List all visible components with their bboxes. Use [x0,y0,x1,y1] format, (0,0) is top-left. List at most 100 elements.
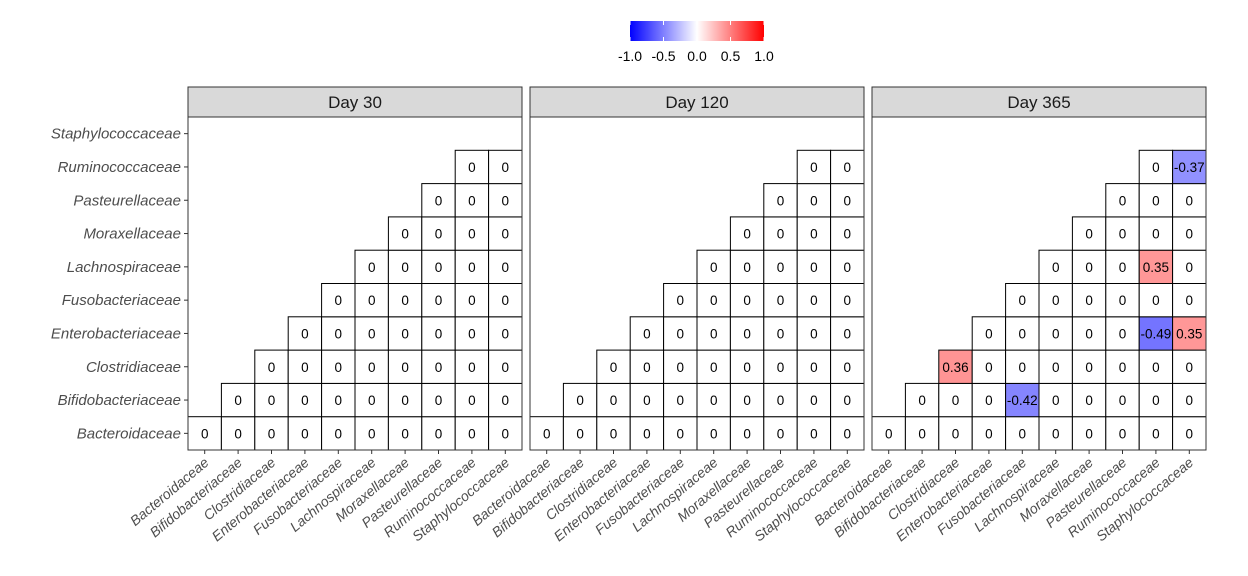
heatmap-cell [1038,349,1073,384]
cell-value-label: 0 [677,393,685,408]
cell-value-label: 0 [401,426,409,441]
heatmap-cell [729,382,765,418]
cell-value-label: 0 [401,393,409,408]
cell-value-label: 0 [810,393,818,408]
heatmap-cell [1105,382,1140,418]
heatmap-cell [663,382,698,418]
cell-value-label: 0 [710,260,718,275]
cell-value-label: 0 [985,360,993,375]
cell-value-label: 0 [1119,293,1127,308]
heatmap-cell [796,149,832,185]
heatmap-cell [796,283,832,318]
facet-panels: Day 30 0 0 0 0 0 0 0 0 0 0 0 0 0 0 0 0 0 0 0 0 0 0 0 0 0 0 0 0 0 0 0 0 0 0… [51,86,1207,544]
cell-value-label: -0.49 [1141,326,1172,341]
cell-value-label: 0 [952,393,960,408]
heatmap-cell [1172,316,1207,351]
cell-value-label: 0 [234,393,242,408]
cell-value-label: 0 [1152,426,1160,441]
heatmap-cell [287,416,323,451]
cell-value-label: 0 [1152,393,1160,408]
heatmap-cell [596,349,631,384]
y-tick-label: Bifidobacteriaceae [58,392,181,409]
cell-value-label: 0 [502,360,510,375]
cell-value-label: 0 [401,293,409,308]
cell-value-label: 0 [743,360,751,375]
cell-value-label: 0 [1186,426,1194,441]
cell-value-label: 0 [368,293,376,308]
cell-value-label: 0 [368,326,376,341]
heatmap-cell [1138,349,1174,384]
cell-value-label: 0 [777,326,785,341]
heatmap-cell [629,382,665,418]
cell-value-label: 0 [1052,293,1060,308]
cell-value-label: 0.36 [942,360,968,375]
facet-strip [187,86,523,118]
cell-value-label: 0 [301,360,309,375]
cell-value-label: 0 [435,426,443,441]
cell-value-label: 0 [502,160,510,175]
heatmap-cell [1172,149,1207,185]
heatmap-cell [1172,183,1207,218]
cell-value-label: 0.35 [1176,326,1202,341]
cell-value-label: 0 [1119,360,1127,375]
heatmap-cell [763,283,798,318]
heatmap-cell [321,316,356,351]
legend-tick-label: 0.5 [721,48,741,64]
facet-title: Day 120 [665,93,728,112]
heatmap-cell [1172,349,1207,384]
cell-value-label: 0 [743,426,751,441]
heatmap-cell [1138,216,1174,251]
cell-value-label: 0 [435,293,443,308]
y-tick-label: Lachnospiraceae [67,259,181,276]
heatmap-cell [1105,249,1140,284]
cell-value-label: 0 [844,426,852,441]
heatmap-cell [488,283,523,318]
cell-value-label: 0 [435,393,443,408]
cell-value-label: 0 [643,326,651,341]
heatmap-cell [387,249,423,284]
cell-value-label: 0 [643,393,651,408]
heatmap-cell [938,349,973,384]
heatmap-cell [1105,316,1140,351]
heatmap-cell [321,283,356,318]
heatmap-cell [488,416,523,451]
heatmap-cell [1071,216,1107,251]
heatmap-cell [663,316,698,351]
heatmap-cell [488,216,523,251]
cell-value-label: 0 [576,393,584,408]
heatmap-cell [796,382,832,418]
heatmap-cell [220,382,256,418]
cell-value-label: 0 [468,326,476,341]
heatmap-cell [629,316,665,351]
cell-value-label: 0 [844,393,852,408]
y-tick-label: Pasteurellaceae [73,192,181,209]
cell-value-label: 0 [777,227,785,242]
heatmap-cell [1138,183,1174,218]
y-tick-label: Enterobacteriaceae [51,325,181,342]
cell-value-label: 0 [1119,260,1127,275]
heatmap-cell [1071,249,1107,284]
cell-value-label: 0 [844,227,852,242]
cell-value-label: 0 [677,426,685,441]
cell-value-label: 0 [810,260,818,275]
cell-value-label: 0 [1085,426,1093,441]
cell-value-label: 0 [301,426,309,441]
cell-value-label: 0 [1152,193,1160,208]
heatmap-cell [796,416,832,451]
cell-value-label: 0 [952,426,960,441]
cell-value-label: 0 [1152,227,1160,242]
color-legend: -1.0 -0.5 0.0 0.5 1.0 [618,21,774,64]
cell-value-label: 0 [743,326,751,341]
cell-value-label: 0 [468,160,476,175]
cell-value-label: 0 [885,426,893,441]
heatmap-cell [1071,416,1107,451]
legend-tick-label: -1.0 [618,48,642,64]
cell-value-label: 0 [401,326,409,341]
heatmap-cell [971,382,1007,418]
cell-value-label: 0 [1019,360,1027,375]
cell-value-label: 0 [844,260,852,275]
heatmap-cell [562,382,598,418]
cell-value-label: 0 [468,260,476,275]
heatmap-cell [1038,249,1073,284]
cell-value-label: 0 [810,293,818,308]
